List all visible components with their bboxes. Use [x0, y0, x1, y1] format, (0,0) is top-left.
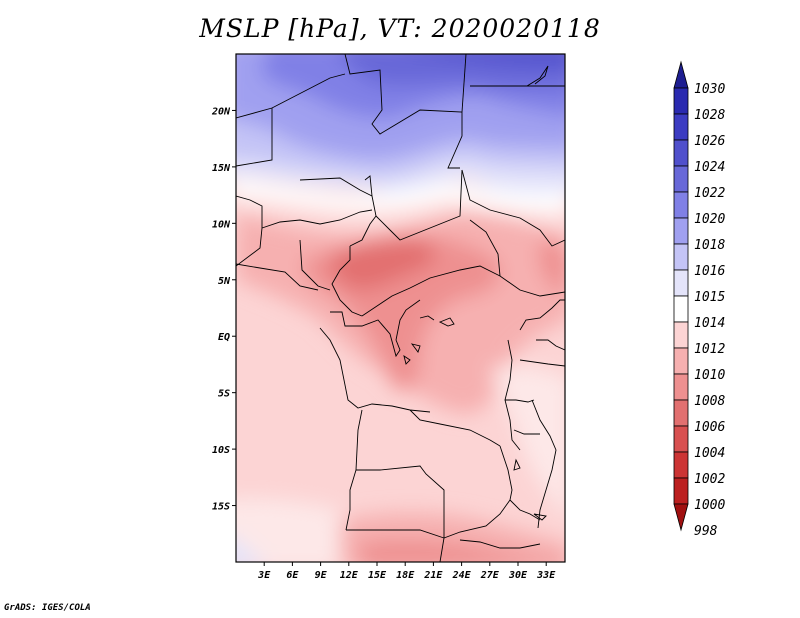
colorbar-label: 998: [694, 524, 718, 539]
lat-tick-label: 5N: [218, 276, 231, 287]
lon-tick-label: 18E: [396, 570, 415, 581]
lon-tick-label: 21E: [423, 570, 443, 581]
lon-tick-label: 30E: [508, 570, 528, 581]
lat-tick-label: 15N: [212, 163, 231, 174]
lat-tick-label: 10S: [212, 445, 230, 456]
colorbar-label: 1002: [694, 472, 725, 487]
colorbar-label: 1010: [694, 368, 725, 383]
colorbar-label: 1024: [694, 160, 725, 175]
colorbar-segment: [673, 165, 689, 193]
colorbar-label: 1016: [694, 264, 725, 279]
colorbar-segment: [673, 347, 689, 375]
colorbar-label: 1014: [694, 316, 725, 331]
colorbar-segment: [673, 139, 689, 167]
colorbar-segment: [673, 425, 689, 453]
colorbar-segment: [673, 477, 689, 505]
colorbar-segment: [673, 451, 689, 479]
lat-tick-label: 20N: [211, 106, 231, 117]
colorbar-label: 1015: [694, 290, 725, 305]
chart-title: MSLP [hPa], VT: 2020020118: [199, 14, 601, 43]
colorbar-segment: [673, 321, 689, 349]
colorbar-label: 1008: [694, 394, 725, 409]
colorbar-label: 1012: [694, 342, 725, 357]
colorbar-lower-arrow: [673, 503, 689, 532]
pressure-colorbar: 1030 1028 1026 1024 1022 1020 1018 1016 1015 1014…: [673, 60, 725, 539]
lat-tick-label: 10N: [212, 219, 231, 230]
lon-tick-label: 6E: [286, 570, 299, 581]
map-frame: [235, 53, 566, 563]
lon-tick-label: 15E: [368, 570, 387, 581]
lon-tick-label: 9E: [315, 570, 328, 581]
pressure-shading: [236, 54, 565, 562]
colorbar-segment: [673, 269, 689, 297]
grads-footer: GrADS: IGES/COLA: [4, 603, 91, 613]
colorbar-label: 1004: [694, 446, 725, 461]
lat-tick-label: EQ: [218, 332, 230, 343]
lat-tick-label: 5S: [218, 389, 230, 400]
colorbar-segment: [673, 295, 689, 323]
lon-tick-label: 12E: [340, 570, 359, 581]
colorbar-segment: [673, 87, 689, 115]
colorbar-segment: [673, 113, 689, 141]
colorbar-segment: [673, 217, 689, 245]
lon-tick-label: 27E: [480, 570, 500, 581]
colorbar-segment: [673, 373, 689, 401]
colorbar-label: 1020: [694, 212, 725, 227]
colorbar-segment: [673, 243, 689, 271]
country-borders: [236, 54, 565, 562]
colorbar-label: 1026: [694, 134, 725, 149]
colorbar-upper-arrow: [673, 60, 689, 89]
lon-tick-label: 24E: [452, 570, 472, 581]
lat-tick-label: 15S: [212, 502, 230, 513]
colorbar-label: 1022: [694, 186, 725, 201]
lon-tick-label: 3E: [257, 570, 271, 581]
latitude-axis: 20N 15N 10N 5N EQ 5S 10S 15S: [211, 106, 236, 513]
colorbar-label: 1030: [694, 82, 725, 97]
colorbar-label: 1000: [694, 498, 725, 513]
lon-tick-label: 33E: [536, 570, 556, 581]
colorbar-label: 1006: [694, 420, 725, 435]
colorbar-label: 1018: [694, 238, 725, 253]
longitude-axis: 3E 6E 9E 12E 15E 18E 21E 24E 27E 30E 33E: [257, 562, 556, 581]
colorbar-segment: [673, 191, 689, 219]
colorbar-label: 1028: [694, 108, 725, 123]
colorbar-segment: [673, 399, 689, 427]
